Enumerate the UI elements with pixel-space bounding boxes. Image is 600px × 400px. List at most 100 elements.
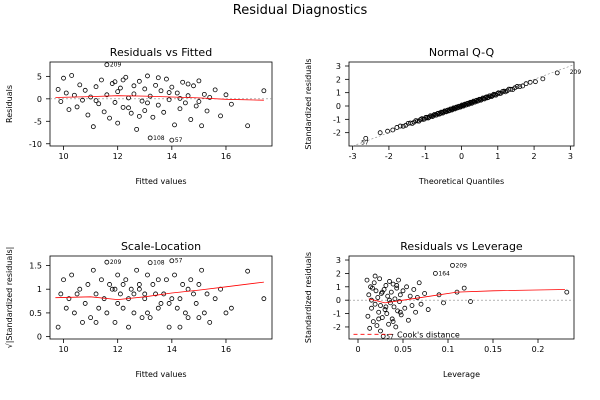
data-point <box>169 84 175 90</box>
data-point <box>411 287 417 292</box>
data-point <box>405 317 411 323</box>
data-point <box>413 309 419 315</box>
y-tick-label: 2 <box>336 75 341 84</box>
x-axis-label: Theoretical Quantiles <box>418 177 504 186</box>
data-point <box>426 114 432 120</box>
data-point <box>117 85 123 91</box>
data-point <box>377 276 383 282</box>
data-point <box>93 98 99 104</box>
data-point <box>188 277 194 283</box>
data-point <box>147 315 153 321</box>
data-point <box>112 100 118 105</box>
data-point <box>142 291 148 297</box>
data-point <box>196 315 202 321</box>
data-point <box>69 73 75 78</box>
data-point <box>185 315 191 321</box>
data-point <box>204 108 210 114</box>
data-point <box>107 282 112 287</box>
data-point <box>177 95 183 101</box>
data-point <box>96 101 102 107</box>
data-point <box>378 303 383 308</box>
y-axis-label: Residuals <box>5 85 14 123</box>
data-point <box>261 88 267 94</box>
data-point <box>385 293 391 299</box>
data-point <box>61 277 66 283</box>
data-point <box>158 301 164 306</box>
data-point <box>383 304 389 310</box>
data-point <box>201 310 207 316</box>
data-point <box>396 299 402 304</box>
data-point <box>386 321 392 327</box>
data-point <box>166 97 172 103</box>
cooks-distance-label: Cook's distance <box>397 330 460 339</box>
x-tick-label: 0.1 <box>442 345 455 354</box>
x-axis-label: Fitted values <box>135 177 186 186</box>
y-tick-label: -1 <box>333 310 341 319</box>
data-point <box>512 85 518 91</box>
data-point <box>372 273 378 279</box>
x-tick-label: 10 <box>58 152 68 161</box>
y-axis-label: √|Standardized residuals| <box>5 247 14 349</box>
data-point <box>261 296 267 302</box>
data-point <box>384 311 390 316</box>
data-point <box>82 301 88 306</box>
y-tick-label: 3 <box>336 62 341 71</box>
data-point <box>136 113 142 119</box>
data-point <box>131 83 137 89</box>
y-tick-label: 0 <box>336 296 341 305</box>
data-point <box>379 289 385 295</box>
data-point <box>112 79 118 85</box>
data-point <box>136 78 142 84</box>
data-point <box>55 324 61 330</box>
data-point <box>126 324 131 330</box>
data-point <box>155 75 161 81</box>
data-point <box>120 104 126 110</box>
data-point <box>155 102 161 108</box>
data-point <box>128 286 134 292</box>
smooth-trend-line <box>55 95 264 101</box>
data-point <box>185 81 191 87</box>
data-point <box>385 128 390 134</box>
data-point <box>139 315 145 321</box>
x-tick-label: 10 <box>58 345 68 354</box>
data-point <box>147 260 153 266</box>
data-point <box>366 292 372 298</box>
data-point <box>172 122 177 128</box>
data-point <box>228 101 234 107</box>
data-point <box>69 272 75 278</box>
data-point <box>369 305 374 311</box>
data-point <box>115 301 121 306</box>
data-point <box>388 289 394 295</box>
data-point <box>145 272 150 278</box>
data-point <box>377 130 383 136</box>
data-point <box>185 286 191 292</box>
data-point <box>120 282 126 287</box>
data-point <box>461 285 467 291</box>
plot-frame <box>49 61 273 147</box>
data-point <box>517 84 523 90</box>
data-point <box>373 288 379 294</box>
data-point <box>164 277 169 283</box>
data-point <box>390 319 396 324</box>
data-point <box>188 117 194 122</box>
data-point <box>66 107 72 113</box>
data-point <box>204 291 210 297</box>
y-tick-label: 1 <box>336 283 341 292</box>
x-axis-label: Fitted values <box>135 370 186 379</box>
data-point <box>540 76 546 82</box>
data-point <box>128 110 134 116</box>
data-point <box>88 315 94 321</box>
data-point <box>80 319 85 325</box>
data-point <box>180 282 186 287</box>
data-point <box>378 328 383 334</box>
data-point <box>85 282 91 287</box>
data-point <box>201 91 207 97</box>
data-point <box>136 282 142 287</box>
data-point <box>191 83 196 89</box>
outlier-label: 209 <box>456 262 468 269</box>
outlier-label: 209 <box>110 62 122 69</box>
data-point <box>174 90 180 96</box>
data-point <box>490 93 495 99</box>
data-point <box>177 106 183 112</box>
